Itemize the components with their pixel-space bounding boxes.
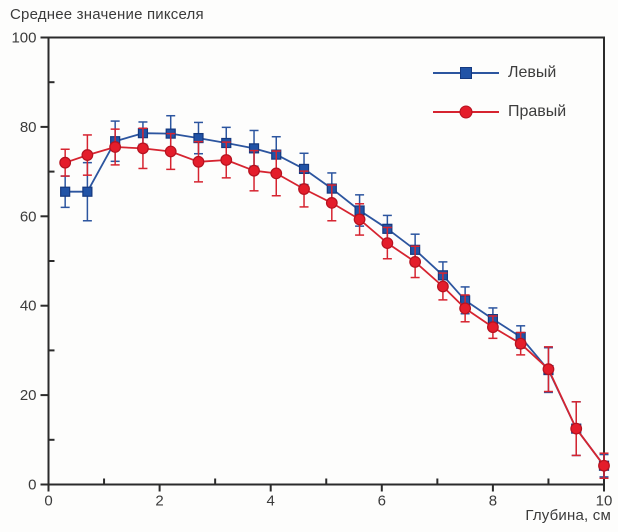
circle-marker-icon [353,213,366,226]
x-axis-label: Глубина, см [525,507,611,524]
circle-marker-icon [109,141,122,153]
x-tick-label: 0 [44,493,52,510]
x-tick-label: 4 [267,493,275,510]
circle-marker-icon [137,142,149,155]
y-tick-label: 60 [20,208,37,225]
circle-marker-icon [437,280,449,293]
circle-marker-icon [598,459,610,472]
square-marker-icon [60,186,71,197]
circle-marker-icon [220,154,233,166]
circle-marker-icon [192,155,205,168]
square-marker-icon [460,67,472,79]
circle-marker-icon [325,196,338,209]
legend-line-red [433,105,499,119]
x-tick-label: 10 [596,493,613,510]
series-line [64,146,605,467]
circle-marker-icon [270,167,283,180]
square-marker-icon [82,186,93,197]
legend-item-right: Правый [433,103,567,120]
series-0 [60,114,610,478]
circle-marker-icon [459,302,472,315]
y-tick-label: 40 [20,298,37,315]
y-tick-label: 20 [20,387,37,404]
circle-marker-icon [248,164,260,177]
series-1 [59,127,610,479]
x-tick-label: 8 [489,493,497,510]
circle-marker-icon [164,145,177,158]
plot-box [47,36,605,486]
circle-marker-icon [59,156,72,169]
circle-marker-icon [459,105,473,119]
circle-marker-icon [570,422,583,435]
x-tick-label: 6 [378,493,386,510]
legend-label-right: Правый [508,103,567,120]
axis-ticks [40,36,605,492]
y-tick-label: 0 [28,477,36,494]
legend-label-left: Левый [508,64,557,81]
y-tick-label: 80 [20,119,37,136]
x-tick-label: 2 [155,493,163,510]
series-line [65,132,605,467]
legend: Левый Правый [433,64,567,120]
circle-marker-icon [542,363,555,376]
chart-title: Среднее значение пикселя [10,6,204,23]
circle-marker-icon [487,321,499,334]
y-tick-label: 100 [11,30,36,47]
circle-marker-icon [409,255,422,268]
circle-marker-icon [81,149,94,161]
circle-marker-icon [514,337,527,350]
circle-marker-icon [298,183,310,195]
circle-marker-icon [381,237,394,250]
legend-line-blue [433,67,499,79]
legend-item-left: Левый [433,64,566,81]
